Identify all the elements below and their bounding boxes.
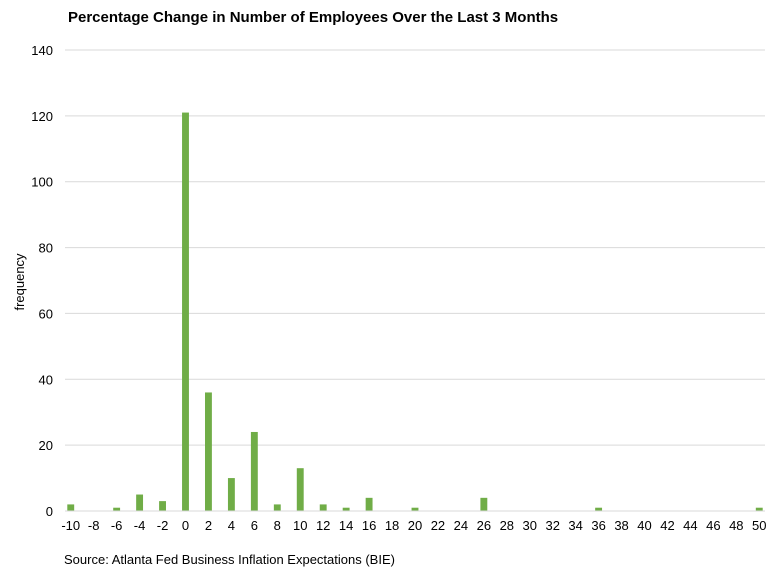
x-tick-label: 22 xyxy=(431,518,445,533)
y-tick-label: 80 xyxy=(39,241,53,256)
bar-2 xyxy=(205,392,212,511)
x-tick-label: 20 xyxy=(408,518,422,533)
x-tick-label: 24 xyxy=(454,518,468,533)
bar--6 xyxy=(113,507,121,511)
bars xyxy=(67,112,763,512)
y-axis-title: frequency xyxy=(12,253,27,311)
x-tick-label: 30 xyxy=(523,518,537,533)
y-tick-label: 100 xyxy=(31,175,53,190)
x-tick-label: 28 xyxy=(500,518,514,533)
x-tick-label: 4 xyxy=(228,518,235,533)
x-tick-label: 34 xyxy=(568,518,582,533)
bar-16 xyxy=(365,497,373,511)
bar-26 xyxy=(480,497,488,511)
x-tick-label: -4 xyxy=(134,518,146,533)
x-tick-label: 48 xyxy=(729,518,743,533)
bar-36 xyxy=(595,507,603,511)
bar-6 xyxy=(250,431,258,511)
bar-4 xyxy=(227,478,235,511)
y-axis-ticks: 0 20 40 60 80 100 120 140 xyxy=(31,43,53,519)
x-tick-label: 8 xyxy=(274,518,281,533)
x-tick-label: 0 xyxy=(182,518,189,533)
gridlines xyxy=(65,49,765,446)
chart-title: Percentage Change in Number of Employees… xyxy=(68,9,559,26)
bar-8 xyxy=(273,504,281,511)
bar-10 xyxy=(296,468,304,511)
x-tick-label: 16 xyxy=(362,518,376,533)
y-tick-label: 0 xyxy=(46,504,53,519)
x-tick-label: 12 xyxy=(316,518,330,533)
x-tick-label: 6 xyxy=(251,518,258,533)
y-tick-label: 40 xyxy=(39,372,53,387)
x-tick-label: 32 xyxy=(545,518,559,533)
bar-12 xyxy=(319,504,327,511)
x-tick-label: 14 xyxy=(339,518,353,533)
y-tick-label: 140 xyxy=(31,43,53,58)
x-tick-label: 36 xyxy=(591,518,605,533)
x-tick-label: 26 xyxy=(477,518,491,533)
x-axis-ticks: -10 -8 -6 -4 -2 0 2 4 6 8 10 12 14 16 18 20 22 24 26 28 30 32… xyxy=(61,518,766,533)
bar-0 xyxy=(182,112,189,512)
y-tick-label: 120 xyxy=(31,109,53,124)
x-tick-label: 2 xyxy=(205,518,212,533)
bar-50 xyxy=(755,507,763,511)
x-tick-label: -2 xyxy=(157,518,169,533)
x-tick-label: -6 xyxy=(111,518,123,533)
bar-14 xyxy=(342,507,350,511)
bar--2 xyxy=(159,501,166,511)
x-tick-label: 38 xyxy=(614,518,628,533)
x-tick-label: 46 xyxy=(706,518,720,533)
bar--4 xyxy=(136,494,144,511)
x-tick-label: 40 xyxy=(637,518,651,533)
x-tick-label: 18 xyxy=(385,518,399,533)
x-tick-label: 42 xyxy=(660,518,674,533)
x-tick-label: -10 xyxy=(61,518,80,533)
bar--10 xyxy=(67,504,75,511)
bar-20 xyxy=(411,507,419,511)
y-tick-label: 20 xyxy=(39,438,53,453)
x-tick-label: -8 xyxy=(88,518,100,533)
chart-source: Source: Atlanta Fed Business Inflation E… xyxy=(64,552,395,567)
x-tick-label: 44 xyxy=(683,518,697,533)
x-tick-label: 10 xyxy=(293,518,307,533)
y-tick-label: 60 xyxy=(39,306,53,321)
x-tick-label: 50 xyxy=(752,518,766,533)
